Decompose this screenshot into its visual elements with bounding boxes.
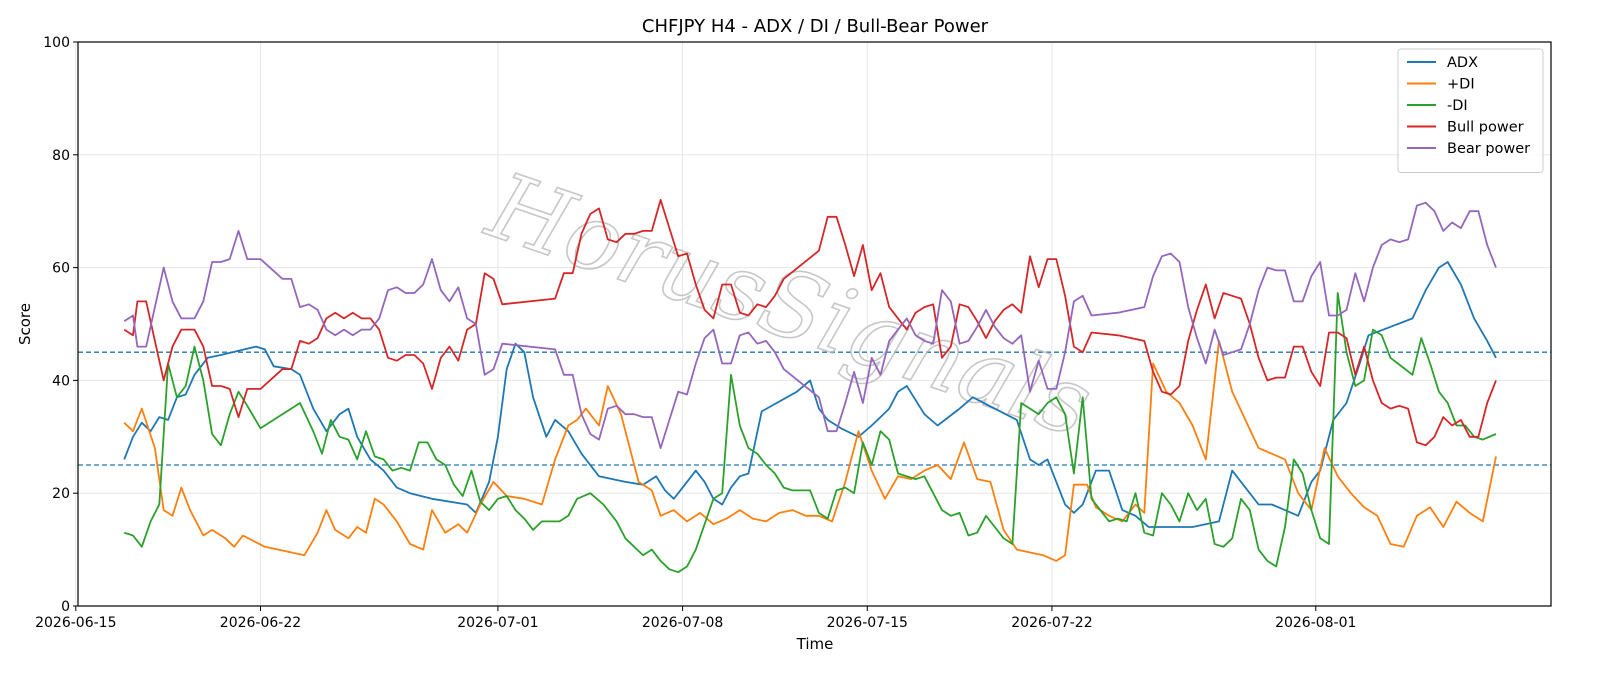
chart-title: CHFJPY H4 - ADX / DI / Bull-Bear Power: [642, 16, 989, 37]
x-tick-label: 2026-06-15: [35, 615, 116, 631]
series-lines: [123, 198, 1497, 574]
plot-frame: [77, 41, 1552, 607]
x-tick-label: 2026-07-01: [457, 615, 538, 631]
legend: ADX +DI -DI Bull power Bear power: [1397, 48, 1544, 173]
x-tick-label: 2026-06-22: [220, 615, 301, 631]
series-line-adx: [123, 261, 1497, 528]
y-tick-label: 20: [52, 486, 70, 502]
legend-label: Bull power: [1447, 120, 1524, 136]
legend-label: +DI: [1447, 77, 1475, 93]
series-line-di: [123, 339, 1497, 562]
series-line-di: [123, 292, 1497, 574]
x-tick-label: 2026-07-22: [1011, 615, 1092, 631]
series-line-bull-power: [123, 198, 1497, 447]
series-line-bear-power: [123, 201, 1497, 450]
y-tick-label: 40: [52, 373, 70, 389]
y-tick-label: 80: [52, 148, 70, 164]
legend-box: [1397, 48, 1544, 173]
legend-label: Bear power: [1447, 141, 1530, 157]
x-tick-label: 2026-08-01: [1275, 615, 1356, 631]
y-tick-label: 100: [43, 35, 70, 51]
x-tick-label: 2026-07-15: [827, 615, 908, 631]
legend-label: ADX: [1447, 55, 1478, 71]
x-axis-label: Time: [796, 635, 834, 653]
x-tick-label: 2026-07-08: [642, 615, 723, 631]
y-tick-label: 60: [52, 261, 70, 277]
y-axis-label: Score: [16, 303, 34, 345]
y-tick-label: 0: [61, 599, 70, 615]
legend-label: -DI: [1447, 98, 1468, 114]
x-axis: 2026-06-15 2026-06-22 2026-07-01 2026-07-08…: [35, 606, 1356, 631]
y-axis: 0 20 40 60 80 100: [43, 35, 78, 615]
